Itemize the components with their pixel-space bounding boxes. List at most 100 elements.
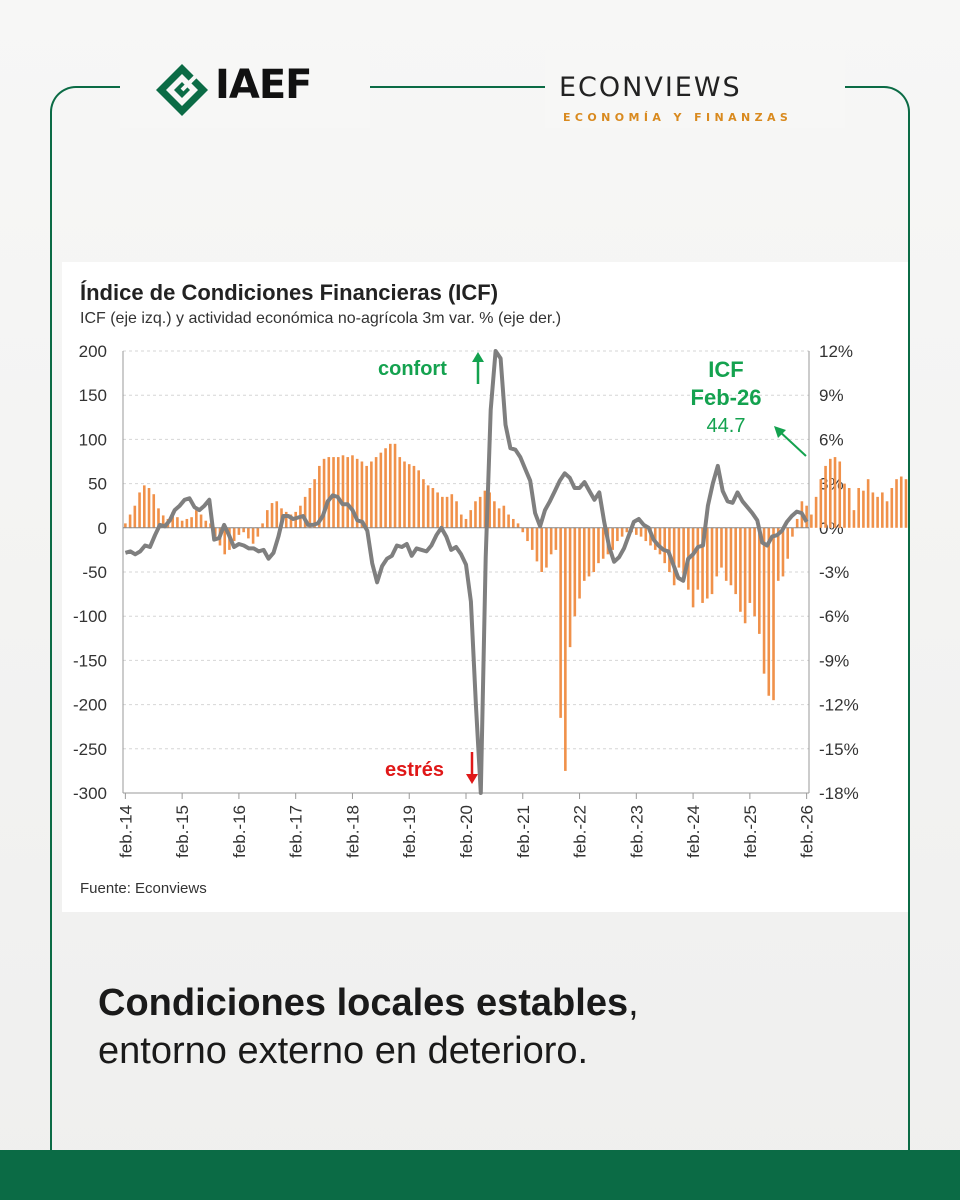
footer-band: [0, 1150, 960, 1200]
headline-comma: ,: [628, 982, 639, 1024]
icf-bar: [843, 483, 846, 528]
icf-bar: [805, 505, 808, 528]
icf-bar: [365, 465, 368, 528]
icf-bar: [237, 527, 241, 535]
icf-bar: [502, 505, 506, 528]
x-axis-tick: feb.-24: [684, 805, 703, 858]
icf-bar: [767, 527, 771, 696]
icf-bar: [526, 527, 529, 542]
icf-annotation-value: 44.7: [707, 415, 746, 437]
icf-arrowhead-icon: [774, 426, 786, 438]
confort-arrowhead-icon: [472, 352, 484, 362]
icf-bar: [171, 511, 174, 528]
headline: Condiciones locales estables, entorno ex…: [98, 980, 639, 1075]
icf-bar: [355, 458, 359, 528]
icf-bar: [436, 492, 439, 528]
icf-bar: [753, 527, 756, 617]
icf-bar: [512, 518, 515, 528]
left-axis-tick: 0: [98, 519, 107, 538]
icf-bar: [474, 501, 477, 528]
icf-bar: [587, 527, 591, 577]
icf-bar: [450, 494, 454, 528]
right-axis-tick: 9%: [819, 386, 844, 405]
icf-bar: [426, 485, 430, 528]
icf-bar: [313, 479, 316, 528]
icf-bar: [147, 488, 151, 528]
icf-bar: [791, 527, 794, 537]
icf-bar: [871, 492, 875, 528]
icf-bar: [459, 514, 463, 528]
x-axis-tick: feb.-20: [457, 805, 476, 858]
icf-bar: [327, 457, 331, 528]
icf-bar: [904, 479, 908, 528]
icf-bar: [493, 501, 496, 528]
icf-bar: [180, 520, 184, 528]
icf-bar: [559, 527, 562, 718]
icf-bar: [185, 518, 189, 528]
icf-bar: [393, 443, 397, 528]
icf-bar: [795, 518, 799, 528]
icf-bar: [734, 527, 737, 595]
icf-bar: [351, 455, 354, 528]
icf-bar: [308, 488, 312, 528]
icf-bar: [824, 465, 827, 528]
icf-bar: [403, 461, 406, 528]
icf-bar: [540, 527, 543, 572]
x-axis-tick: feb.-15: [173, 805, 192, 858]
icf-arrow-icon: [777, 429, 807, 457]
icf-bar: [639, 527, 643, 537]
icf-bar: [332, 457, 335, 528]
icf-bar: [204, 520, 208, 528]
iaef-logo: IAEF: [120, 50, 370, 128]
right-axis-tick: -3%: [819, 563, 849, 582]
iaef-diamond-icon: [156, 64, 208, 116]
icf-bar: [578, 527, 581, 599]
icf-bar: [507, 514, 510, 528]
icf-bar: [374, 457, 378, 528]
chart-subtitle: ICF (eje izq.) y actividad económica no-…: [80, 310, 562, 327]
icf-bar: [739, 527, 742, 612]
left-axis-tick: 200: [79, 342, 107, 361]
icf-bar: [847, 488, 851, 528]
activity-line: [124, 349, 809, 795]
icf-bar: [483, 490, 487, 528]
iaef-wordmark: IAEF: [215, 62, 312, 108]
left-axis-tick: -200: [73, 696, 107, 715]
icf-bar: [833, 457, 837, 528]
icf-bar: [862, 490, 865, 528]
econviews-logo: ECONVIEWS ECONOMÍA Y FINANZAS: [545, 50, 845, 128]
left-axis-tick: -100: [73, 607, 107, 626]
icf-bar: [242, 527, 245, 533]
icf-bar: [890, 488, 894, 528]
icf-bar: [128, 514, 132, 528]
icf-bar: [256, 527, 260, 537]
icf-bar: [190, 517, 193, 528]
x-axis-tick: feb.-26: [798, 805, 817, 858]
icf-bar: [488, 492, 491, 528]
econviews-tagline: ECONOMÍA Y FINANZAS: [563, 111, 793, 124]
right-axis-tick: -18%: [819, 784, 859, 803]
icf-bar: [592, 527, 596, 572]
right-axis-tick: 12%: [819, 342, 853, 361]
icf-bar: [582, 527, 586, 581]
chart-panel: Índice de Condiciones Financieras (ICF) …: [62, 262, 908, 912]
icf-bar: [157, 508, 160, 528]
left-axis-tick: 50: [88, 475, 107, 494]
icf-bar: [710, 527, 714, 595]
icf-bar: [469, 510, 473, 528]
icf-bar: [370, 461, 373, 528]
icf-bar: [431, 488, 435, 528]
right-axis-tick: -9%: [819, 651, 849, 670]
icf-annotation-title: ICF: [708, 357, 743, 382]
icf-bar: [318, 465, 321, 528]
icf-bar: [772, 527, 775, 701]
icf-bar: [635, 527, 638, 535]
icf-bar: [247, 527, 250, 539]
x-axis-tick: feb.-21: [514, 805, 533, 858]
icf-bar: [781, 527, 785, 577]
icf-bar: [521, 527, 525, 533]
icf-bar: [743, 527, 747, 624]
icf-bar: [554, 527, 558, 550]
icf-bar: [852, 510, 856, 528]
icf-bar: [303, 496, 307, 528]
